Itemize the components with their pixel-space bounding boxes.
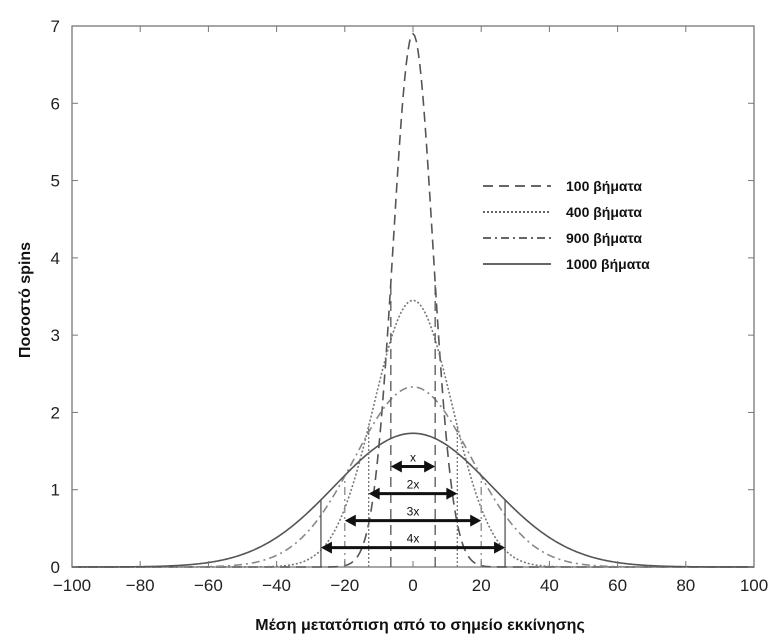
legend-label: 1000 βήματα xyxy=(566,256,650,272)
x-tick-label: 60 xyxy=(608,576,627,595)
y-tick-label: 2 xyxy=(51,403,60,422)
arrow-head-left xyxy=(390,460,402,473)
y-tick-label: 7 xyxy=(51,17,60,36)
y-tick-label: 1 xyxy=(51,481,60,500)
x-tick-label: −80 xyxy=(126,576,155,595)
x-tick-label: −100 xyxy=(53,576,91,595)
y-tick-label: 5 xyxy=(51,172,60,191)
arrow-head-right xyxy=(470,514,482,527)
x-tick-label: −40 xyxy=(262,576,291,595)
y-tick-label: 6 xyxy=(51,94,60,113)
legend-label: 100 βήματα xyxy=(566,178,642,194)
series-line xyxy=(72,386,754,568)
arrow-label: 2x xyxy=(407,478,420,492)
arrow-head-right xyxy=(424,460,436,473)
arrow-head-right xyxy=(446,487,458,500)
x-tick-label: 100 xyxy=(740,576,768,595)
arrow-head-right xyxy=(494,541,506,554)
y-tick-label: 3 xyxy=(51,326,60,345)
x-axis-title: Μέση μετατόπιση από το σημείο εκκίνησης xyxy=(255,617,585,634)
legend-label: 400 βήματα xyxy=(566,204,642,220)
arrow-label: 3x xyxy=(407,505,420,519)
y-tick-label: 0 xyxy=(51,558,60,577)
arrow-label: 4x xyxy=(407,532,420,546)
series-line xyxy=(72,432,754,568)
arrow-head-left xyxy=(368,487,380,500)
arrow-head-left xyxy=(344,514,356,527)
x-tick-label: 20 xyxy=(472,576,491,595)
legend-label: 900 βήματα xyxy=(566,230,642,246)
arrow-head-left xyxy=(320,541,332,554)
x-tick-label: 40 xyxy=(540,576,559,595)
arrow-label: x xyxy=(410,451,416,465)
y-tick-label: 4 xyxy=(51,249,60,268)
x-tick-label: 0 xyxy=(408,576,417,595)
x-tick-label: −60 xyxy=(194,576,223,595)
x-tick-label: −20 xyxy=(330,576,359,595)
x-tick-label: 80 xyxy=(676,576,695,595)
y-axis-title: Ποσοστό spins xyxy=(17,242,34,358)
